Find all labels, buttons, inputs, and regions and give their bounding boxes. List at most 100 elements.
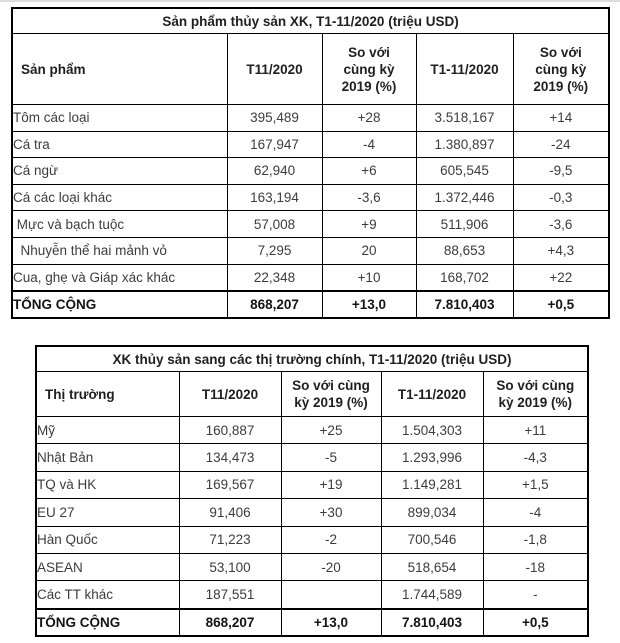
total-value-cell: 7.810,403 (415, 290, 514, 319)
total-label-cell: TỔNG CỘNG (35, 607, 180, 637)
value-cell: -3,6 (321, 183, 417, 212)
table-row: Tôm các loại 395,489 +28 3.518,167 +14 (11, 104, 610, 132)
row-label-cell: Nhuyễn thể hai mảnh vỏ (11, 236, 228, 265)
table-row: Các TT khác 187,551 1.744,589- (35, 580, 589, 610)
value-cell: 3.518,167 (415, 104, 514, 132)
export-markets-table: XK thủy sản sang các thị trường chính, T… (35, 345, 590, 637)
value-cell: -4,3 (482, 443, 589, 472)
row-label-cell: Tôm các loại (11, 104, 228, 132)
value-cell: 1.293,996 (380, 443, 484, 472)
row-label-cell: TQ và HK (35, 470, 180, 500)
total-value-cell: +0,5 (482, 607, 589, 637)
value-cell: 163,194 (226, 183, 323, 212)
table-row: Mực và bạch tuộc 57,008 +9 511,906 -3,6 (11, 210, 610, 238)
table-row: EU 27 91,406 +30 899,034 -4 (35, 498, 589, 527)
value-cell: +4,3 (512, 236, 610, 265)
value-cell: 91,406 (178, 498, 282, 527)
value-cell: 395,489 (226, 104, 323, 132)
table-row: ASEAN 53,100 -20 518,654 -18 (35, 552, 589, 582)
row-label-cell: Cá tra (11, 130, 228, 159)
value-cell: 1.504,303 (380, 415, 484, 445)
value-cell: -4 (482, 498, 589, 527)
column-header-vs-2019-ytd: So với cùng kỳ 2019 (%) (482, 371, 589, 417)
value-cell: +14 (512, 104, 610, 132)
table-row: Nhuyễn thể hai mảnh vỏ 7,295 20 88,653 +4,3 (11, 236, 610, 265)
column-header-vs-2019-month: So với cùng kỳ 2019 (%) (321, 33, 417, 105)
value-cell: -4 (321, 130, 417, 159)
row-label-cell: Mỹ (35, 415, 180, 445)
total-value-cell: +13,0 (321, 290, 417, 319)
total-value-cell: +13,0 (280, 607, 382, 637)
value-cell: +19 (280, 470, 382, 500)
column-header-product: Sản phẩm (11, 33, 228, 105)
value-cell: 160,887 (178, 415, 282, 445)
value-cell: -5 (280, 443, 382, 472)
total-row: TỔNG CỘNG 868,207 +13,0 7.810,403 +0,5 (35, 607, 589, 637)
column-header-row: Sản phẩm T11/2020 So với cùng kỳ 2019 (%… (11, 33, 610, 105)
row-label-cell: EU 27 (35, 498, 180, 527)
value-cell: +25 (280, 415, 382, 445)
table-row: Cá tra 167,947 -4 1.380,897 -24 (11, 130, 610, 159)
value-cell: 1.372,446 (415, 183, 514, 212)
column-header-t11-2020: T11/2020 (226, 33, 323, 105)
value-cell: 899,034 (380, 498, 484, 527)
top-divider (0, 0, 620, 2)
total-value-cell: +0,5 (512, 290, 610, 319)
row-label-cell: Các TT khác (35, 580, 180, 610)
column-header-t11-2020: T11/2020 (178, 371, 282, 417)
value-cell: -9,5 (512, 157, 610, 185)
row-label-cell: Cá các loại khác (11, 183, 228, 212)
row-label-cell: Nhật Bản (35, 443, 180, 472)
row-label-cell: Hàn Quốc (35, 525, 180, 554)
value-cell: 518,654 (380, 552, 484, 582)
value-cell: -3,6 (512, 210, 610, 238)
total-row: TỔNG CỘNG 868,207 +13,0 7.810,403 +0,5 (11, 290, 610, 319)
table-title: XK thủy sản sang các thị trường chính, T… (35, 345, 589, 372)
table-row: Hàn Quốc 71,223 -2 700,546 -1,8 (35, 525, 589, 554)
value-cell: 511,906 (415, 210, 514, 238)
value-cell: 71,223 (178, 525, 282, 554)
value-cell: -1,8 (482, 525, 589, 554)
total-value-cell: 868,207 (178, 607, 282, 637)
value-cell: +11 (482, 415, 589, 445)
value-cell: -20 (280, 552, 382, 582)
table-row: Mỹ 160,887 +25 1.504,303 +11 (35, 415, 589, 445)
value-cell: +28 (321, 104, 417, 132)
value-cell: +10 (321, 263, 417, 292)
value-cell: +1,5 (482, 470, 589, 500)
value-cell: 169,567 (178, 470, 282, 500)
column-header-vs-2019-month: So với cùng kỳ 2019 (%) (280, 371, 382, 417)
value-cell: +22 (512, 263, 610, 292)
value-cell: +30 (280, 498, 382, 527)
value-cell: 1.380,897 (415, 130, 514, 159)
row-label-cell: ASEAN (35, 552, 180, 582)
table-title-row: Sản phẩm thủy sản XK, T1-11/2020 (triệu … (11, 7, 610, 34)
value-cell: -18 (482, 552, 589, 582)
table-title: Sản phẩm thủy sản XK, T1-11/2020 (triệu … (11, 7, 610, 34)
value-cell: 187,551 (178, 580, 282, 610)
value-cell: 7,295 (226, 236, 323, 265)
value-cell: 700,546 (380, 525, 484, 554)
value-cell: 57,008 (226, 210, 323, 238)
value-cell: 1.744,589 (380, 580, 484, 610)
value-cell: 88,653 (415, 236, 514, 265)
value-cell: - (482, 580, 589, 610)
value-cell: 62,940 (226, 157, 323, 185)
value-cell: -0,3 (512, 183, 610, 212)
value-cell: +6 (321, 157, 417, 185)
value-cell: 168,702 (415, 263, 514, 292)
column-header-row: Thị trường T11/2020 So với cùng kỳ 2019 … (35, 371, 589, 417)
table-row: Nhật Bản 134,473 -5 1.293,996 -4,3 (35, 443, 589, 472)
column-header-t1-11-2020: T1-11/2020 (415, 33, 514, 105)
value-cell: +9 (321, 210, 417, 238)
value-cell: 134,473 (178, 443, 282, 472)
column-header-t1-11-2020: T1-11/2020 (380, 371, 484, 417)
table-row: Cua, ghẹ và Giáp xác khác 22,348 +10 168,70… (11, 263, 610, 292)
value-cell (280, 580, 382, 610)
total-value-cell: 7.810,403 (380, 607, 484, 637)
value-cell: -24 (512, 130, 610, 159)
total-label-cell: TỔNG CỘNG (11, 290, 228, 319)
row-label-cell: Cá ngừ (11, 157, 228, 185)
value-cell: -2 (280, 525, 382, 554)
